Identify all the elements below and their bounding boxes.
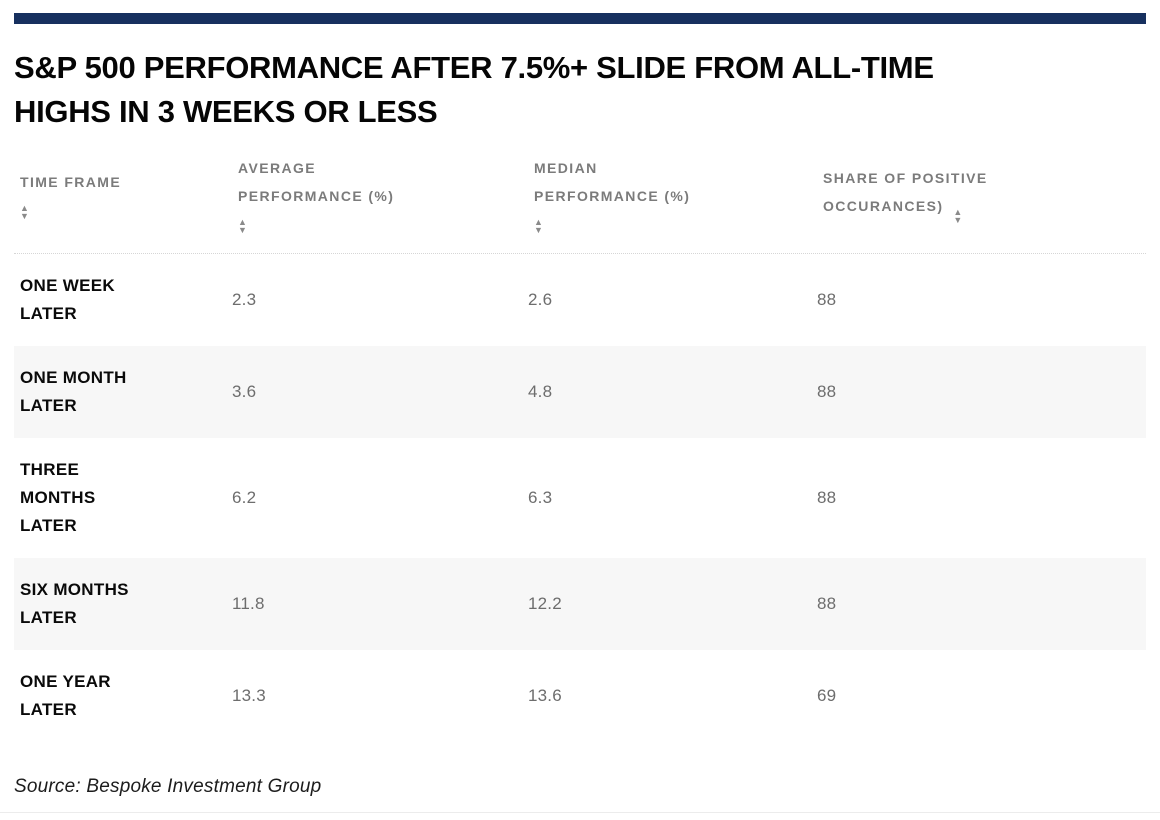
column-header-label: TIME FRAME (20, 173, 122, 190)
average-performance-cell: 13.3 (232, 686, 266, 705)
time-frame-cell: ONE WEEK LATER (20, 276, 115, 323)
table-row: ONE MONTH LATER 3.6 4.8 88 (14, 346, 1146, 438)
average-performance-cell: 2.3 (232, 290, 257, 309)
top-accent-bar (14, 13, 1146, 24)
column-header-label: SHARE OF POSITIVE OCCURANCES) (823, 169, 988, 214)
column-header-share-positive[interactable]: SHARE OF POSITIVE OCCURANCES) ▲ ▼ (817, 164, 1146, 225)
median-performance-cell: 4.8 (528, 382, 553, 401)
performance-table: TIME FRAME ▲ ▼ AVERAGE PERFORMANCE (%) ▲… (14, 134, 1146, 742)
sort-down-icon: ▼ (953, 214, 963, 225)
sort-up-icon: ▲ (534, 216, 543, 227)
median-performance-cell: 6.3 (528, 488, 553, 507)
sort-arrows-icon: ▲ ▼ (20, 202, 29, 221)
share-positive-cell: 88 (817, 290, 837, 309)
column-header-average-performance[interactable]: AVERAGE PERFORMANCE (%) ▲ ▼ (232, 154, 528, 235)
sort-up-icon: ▲ (953, 206, 963, 217)
median-performance-cell: 2.6 (528, 290, 553, 309)
table-row: ONE WEEK LATER 2.3 2.6 88 (14, 254, 1146, 346)
column-header-label: AVERAGE PERFORMANCE (%) (238, 159, 395, 204)
bottom-divider (0, 812, 1160, 813)
average-performance-cell: 3.6 (232, 382, 257, 401)
sort-up-icon: ▲ (238, 216, 247, 227)
sort-down-icon: ▼ (534, 224, 543, 235)
table-row: SIX MONTHS LATER 11.8 12.2 88 (14, 558, 1146, 650)
time-frame-cell: ONE YEAR LATER (20, 672, 111, 719)
sort-arrows-icon: ▲ ▼ (534, 216, 543, 235)
average-performance-cell: 6.2 (232, 488, 257, 507)
table-row: ONE YEAR LATER 13.3 13.6 69 (14, 650, 1146, 742)
sort-arrows-icon: ▲ ▼ (953, 206, 963, 225)
share-positive-cell: 69 (817, 686, 837, 705)
time-frame-cell: ONE MONTH LATER (20, 368, 127, 415)
column-header-time-frame[interactable]: TIME FRAME ▲ ▼ (14, 168, 232, 221)
time-frame-cell: THREE MONTHS LATER (20, 460, 96, 535)
sort-down-icon: ▼ (20, 210, 29, 221)
share-positive-cell: 88 (817, 382, 837, 401)
sort-up-icon: ▲ (20, 202, 29, 213)
table-row: THREE MONTHS LATER 6.2 6.3 88 (14, 438, 1146, 558)
page-title: S&P 500 PERFORMANCE AFTER 7.5%+ SLIDE FR… (14, 50, 934, 129)
column-header-label: MEDIAN PERFORMANCE (%) (534, 159, 691, 204)
median-performance-cell: 12.2 (528, 594, 562, 613)
column-header-median-performance[interactable]: MEDIAN PERFORMANCE (%) ▲ ▼ (528, 154, 817, 235)
sort-arrows-icon: ▲ ▼ (238, 216, 247, 235)
source-attribution: Source: Bespoke Investment Group (14, 776, 322, 797)
average-performance-cell: 11.8 (232, 594, 265, 613)
share-positive-cell: 88 (817, 488, 837, 507)
time-frame-cell: SIX MONTHS LATER (20, 580, 129, 627)
share-positive-cell: 88 (817, 594, 837, 613)
table-header-row: TIME FRAME ▲ ▼ AVERAGE PERFORMANCE (%) ▲… (14, 134, 1146, 254)
median-performance-cell: 13.6 (528, 686, 562, 705)
sort-down-icon: ▼ (238, 224, 247, 235)
